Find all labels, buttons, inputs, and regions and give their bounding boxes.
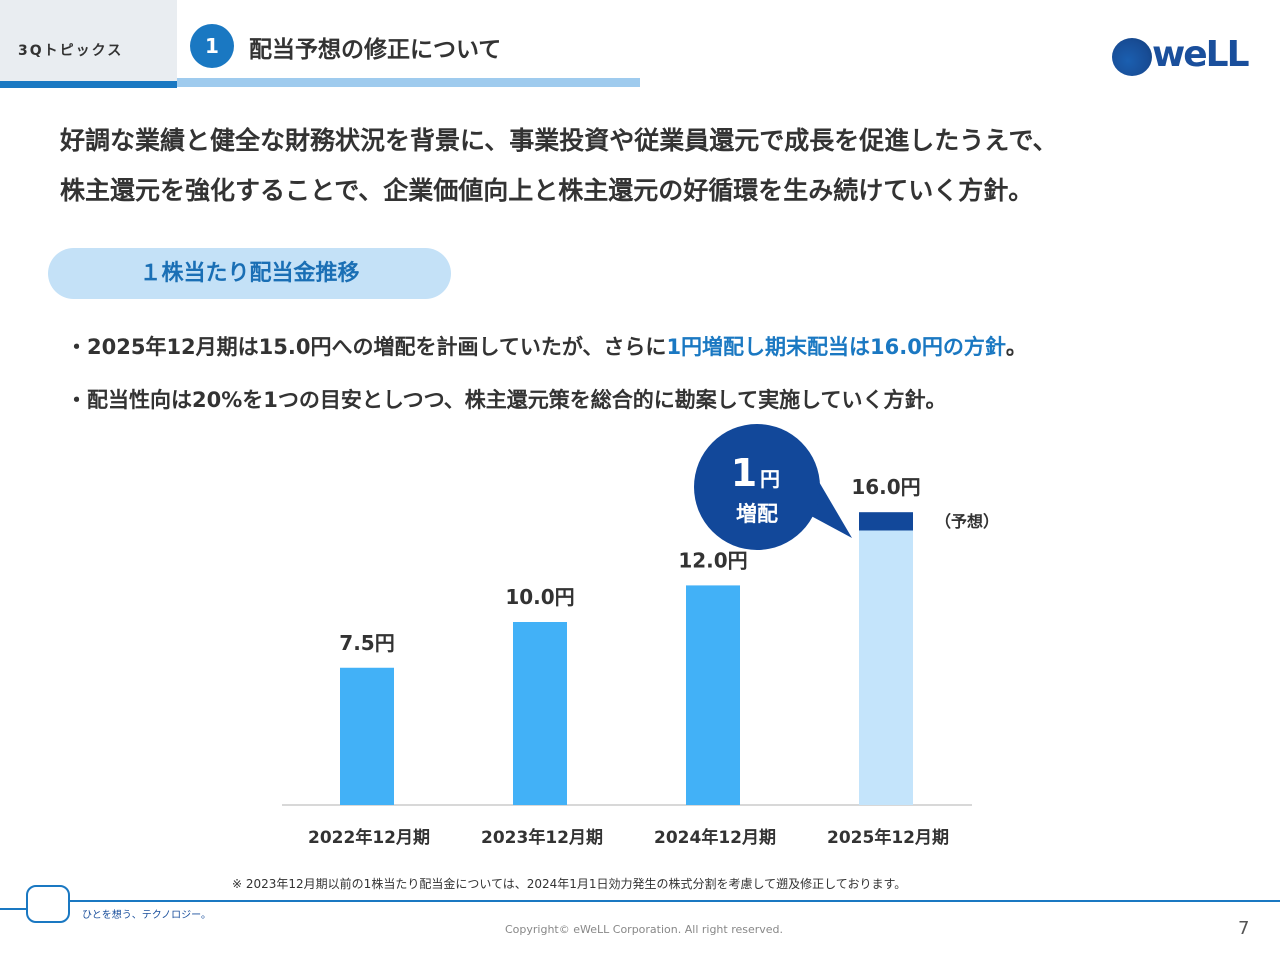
header-bar-accent xyxy=(0,81,177,88)
logo-globe-icon xyxy=(1112,38,1152,76)
callout-bubble xyxy=(694,424,820,550)
company-logo: weLL xyxy=(1112,32,1250,76)
footer-rule xyxy=(60,900,1280,902)
footer-tagline: ひとを想う、テクノロジー。 xyxy=(82,910,211,921)
forecast-note: （予想） xyxy=(935,512,999,531)
bar-1 xyxy=(513,622,567,805)
lead-line-1: 好調な業績と健全な財務状況を背景に、事業投資や従業員還元で成長を促進したうえで、 xyxy=(60,126,1058,155)
footer-logo-mark-icon xyxy=(26,885,70,923)
footer-rule-left xyxy=(0,908,28,910)
bar-2 xyxy=(686,585,740,805)
lead-line-2: 株主還元を強化することで、企業価値向上と株主還元の好循環を生み続けていく方針。 xyxy=(60,176,1034,205)
category-label-3: 2025年12月期 xyxy=(827,827,949,848)
bar-value-label-1: 10.0円 xyxy=(505,585,574,609)
bullet-payout-policy: ・配当性向は20%を1つの目安としつつ、株主還元策を総合的に勘案して実施していく… xyxy=(66,388,947,412)
logo-wordmark: weLL xyxy=(1152,34,1250,75)
callout-unit: 円 xyxy=(760,467,780,491)
bar-value-label-3: 16.0円 xyxy=(851,475,920,499)
topic-label: 3Qトピックス xyxy=(18,43,124,59)
bullet-1-highlight: 1円増配し期末配当は16.0円の方針 xyxy=(666,335,1006,359)
bar-0 xyxy=(340,667,394,805)
category-label-0: 2022年12月期 xyxy=(308,827,430,848)
callout-text: 増配 xyxy=(736,502,778,526)
header-bar-underline xyxy=(177,78,640,87)
lead-statement: 好調な業績と健全な財務状況を背景に、事業投資や従業員還元で成長を促進したうえで、… xyxy=(60,116,1240,216)
bar-2025-base xyxy=(859,530,913,805)
topic-tab: 3Qトピックス xyxy=(0,0,177,88)
copyright: Copyright© eWeLL Corporation. All right … xyxy=(505,923,784,936)
bullet-1-end: 。 xyxy=(1005,335,1027,359)
bar-value-label-2: 12.0円 xyxy=(678,548,747,572)
bar-2025-increase xyxy=(859,512,913,531)
page-number: 7 xyxy=(1238,918,1250,939)
category-label-1: 2023年12月期 xyxy=(481,827,603,848)
callout-number: 1 xyxy=(731,451,757,495)
bar-value-label-0: 7.5円 xyxy=(339,631,394,655)
bullet-dividend-plan: ・2025年12月期は15.0円への増配を計画していたが、さらに1円増配し期末配… xyxy=(66,331,1027,361)
bullet-1-text: ・2025年12月期は15.0円への増配を計画していたが、さらに xyxy=(66,335,667,359)
section-heading: １株当たり配当金推移 xyxy=(48,248,451,299)
footnote: ※ 2023年12月期以前の1株当たり配当金については、2024年1月1日効力発… xyxy=(232,877,907,891)
section-number-badge: 1 xyxy=(190,24,234,68)
page-title: 配当予想の修正について xyxy=(249,37,502,63)
category-label-2: 2024年12月期 xyxy=(654,827,776,848)
